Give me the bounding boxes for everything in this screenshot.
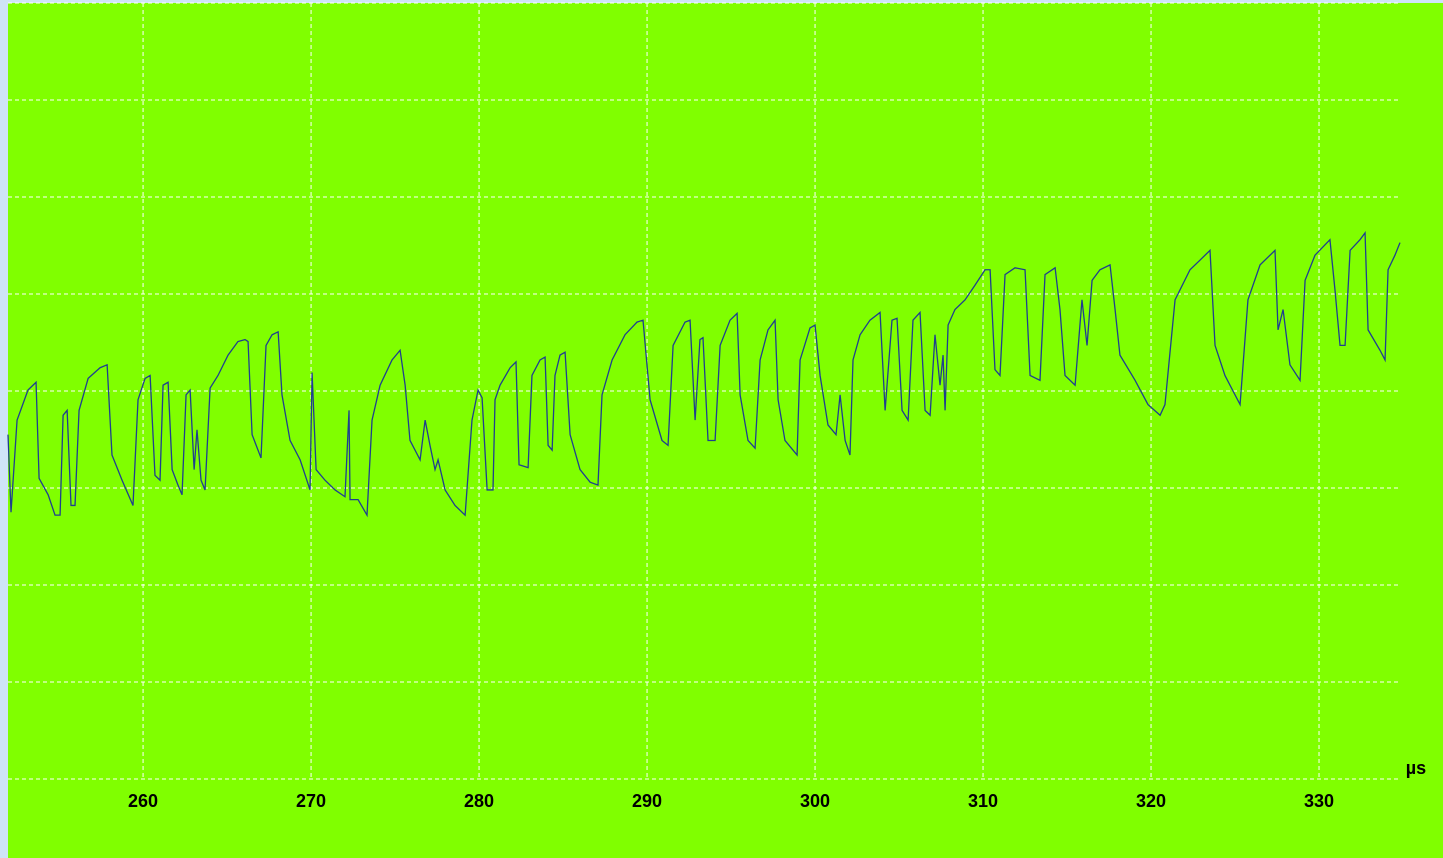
x-tick-label: 300 — [800, 791, 830, 811]
signal-trace — [7, 231, 1401, 518]
x-tick-label: 290 — [632, 791, 662, 811]
x-tick-label: 320 — [1136, 791, 1166, 811]
x-tick-label: 260 — [128, 791, 158, 811]
plot-background — [8, 3, 1443, 858]
x-tick-label: 280 — [464, 791, 494, 811]
x-tick-label: 330 — [1304, 791, 1334, 811]
x-tick-label: 310 — [968, 791, 998, 811]
x-unit-label: µs — [1406, 758, 1426, 778]
x-tick-label: 270 — [296, 791, 326, 811]
